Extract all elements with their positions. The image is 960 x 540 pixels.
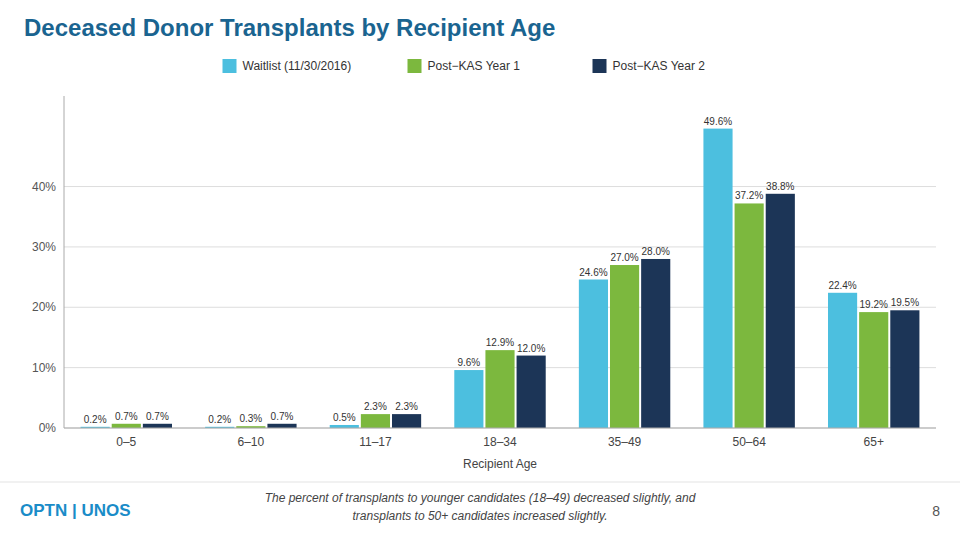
data-label: 0.5% bbox=[333, 412, 356, 423]
grid-line bbox=[64, 428, 936, 429]
x-tick-label: 6–10 bbox=[238, 435, 265, 449]
y-tick-label: 10% bbox=[32, 361, 56, 375]
y-axis-line bbox=[64, 96, 65, 428]
x-axis-line bbox=[64, 428, 936, 429]
data-label: 12.0% bbox=[517, 343, 545, 354]
data-label: 0.2% bbox=[84, 414, 107, 425]
grid-line bbox=[64, 307, 936, 308]
bar bbox=[517, 356, 546, 428]
legend: Waitlist (11/30/2016) Post−KAS Year 1 Post… bbox=[223, 59, 706, 73]
bar bbox=[267, 424, 296, 428]
data-label: 0.3% bbox=[239, 413, 262, 424]
data-label: 28.0% bbox=[642, 246, 670, 257]
bar bbox=[641, 259, 670, 428]
bar bbox=[454, 370, 483, 428]
bar bbox=[828, 293, 857, 428]
data-labels: 0.2% 0.2% 0.5% 9.6% 24.6% 49.6% 22.4% 0.7% 0.3% 2… bbox=[84, 116, 919, 425]
bar bbox=[143, 424, 172, 428]
bar bbox=[579, 280, 608, 428]
x-tick-label: 65+ bbox=[864, 435, 884, 449]
y-tick-label: 40% bbox=[32, 180, 56, 194]
bar bbox=[485, 350, 514, 428]
data-label: 19.2% bbox=[860, 299, 888, 310]
bar bbox=[735, 203, 764, 428]
bars bbox=[81, 129, 920, 428]
x-tick-label: 18–34 bbox=[483, 435, 517, 449]
bar bbox=[112, 424, 141, 428]
page-number: 8 bbox=[932, 503, 940, 519]
data-label: 12.9% bbox=[486, 337, 514, 348]
data-label: 0.7% bbox=[271, 411, 294, 422]
chart: Deceased Donor Transplants by Recipient … bbox=[0, 0, 960, 540]
data-label: 37.2% bbox=[735, 190, 763, 201]
x-tick-label: 0–5 bbox=[116, 435, 136, 449]
data-label: 2.3% bbox=[364, 401, 387, 412]
bar bbox=[890, 310, 919, 428]
data-label: 2.3% bbox=[395, 401, 418, 412]
data-label: 22.4% bbox=[828, 280, 856, 291]
bar bbox=[766, 194, 795, 428]
legend-swatch bbox=[593, 59, 607, 73]
x-tick-label: 50–64 bbox=[732, 435, 766, 449]
x-axis-title: Recipient Age bbox=[463, 457, 537, 471]
bar bbox=[392, 414, 421, 428]
bar bbox=[703, 129, 732, 428]
data-label: 24.6% bbox=[579, 267, 607, 278]
data-label: 19.5% bbox=[891, 297, 919, 308]
y-tick-label: 20% bbox=[32, 300, 56, 314]
bar bbox=[610, 265, 639, 428]
legend-swatch bbox=[223, 59, 237, 73]
logo-text: OPTN | UNOS bbox=[20, 501, 131, 520]
bar bbox=[859, 312, 888, 428]
footer-separator bbox=[0, 482, 960, 483]
title: Deceased Donor Transplants by Recipient … bbox=[24, 14, 555, 41]
data-label: 0.7% bbox=[115, 411, 138, 422]
data-label: 0.7% bbox=[146, 411, 169, 422]
grid-line bbox=[64, 186, 936, 187]
footnote: The percent of transplants to younger ca… bbox=[265, 491, 696, 505]
legend-label: Post−KAS Year 2 bbox=[613, 59, 706, 73]
data-label: 0.2% bbox=[208, 414, 231, 425]
bar bbox=[361, 414, 390, 428]
data-label: 27.0% bbox=[610, 252, 638, 263]
grid bbox=[64, 187, 936, 428]
legend-label: Waitlist (11/30/2016) bbox=[243, 59, 352, 73]
legend-label: Post−KAS Year 1 bbox=[428, 59, 521, 73]
data-label: 38.8% bbox=[766, 181, 794, 192]
legend-swatch bbox=[408, 59, 422, 73]
footnote: transplants to 50+ candidates increased … bbox=[353, 509, 608, 523]
x-tick-label: 35–49 bbox=[608, 435, 642, 449]
data-label: 9.6% bbox=[457, 357, 480, 368]
data-label: 49.6% bbox=[704, 116, 732, 127]
y-tick-label: 0% bbox=[39, 421, 57, 435]
grid-line bbox=[64, 246, 936, 247]
y-tick-label: 30% bbox=[32, 240, 56, 254]
x-tick-label: 11–17 bbox=[359, 435, 392, 449]
